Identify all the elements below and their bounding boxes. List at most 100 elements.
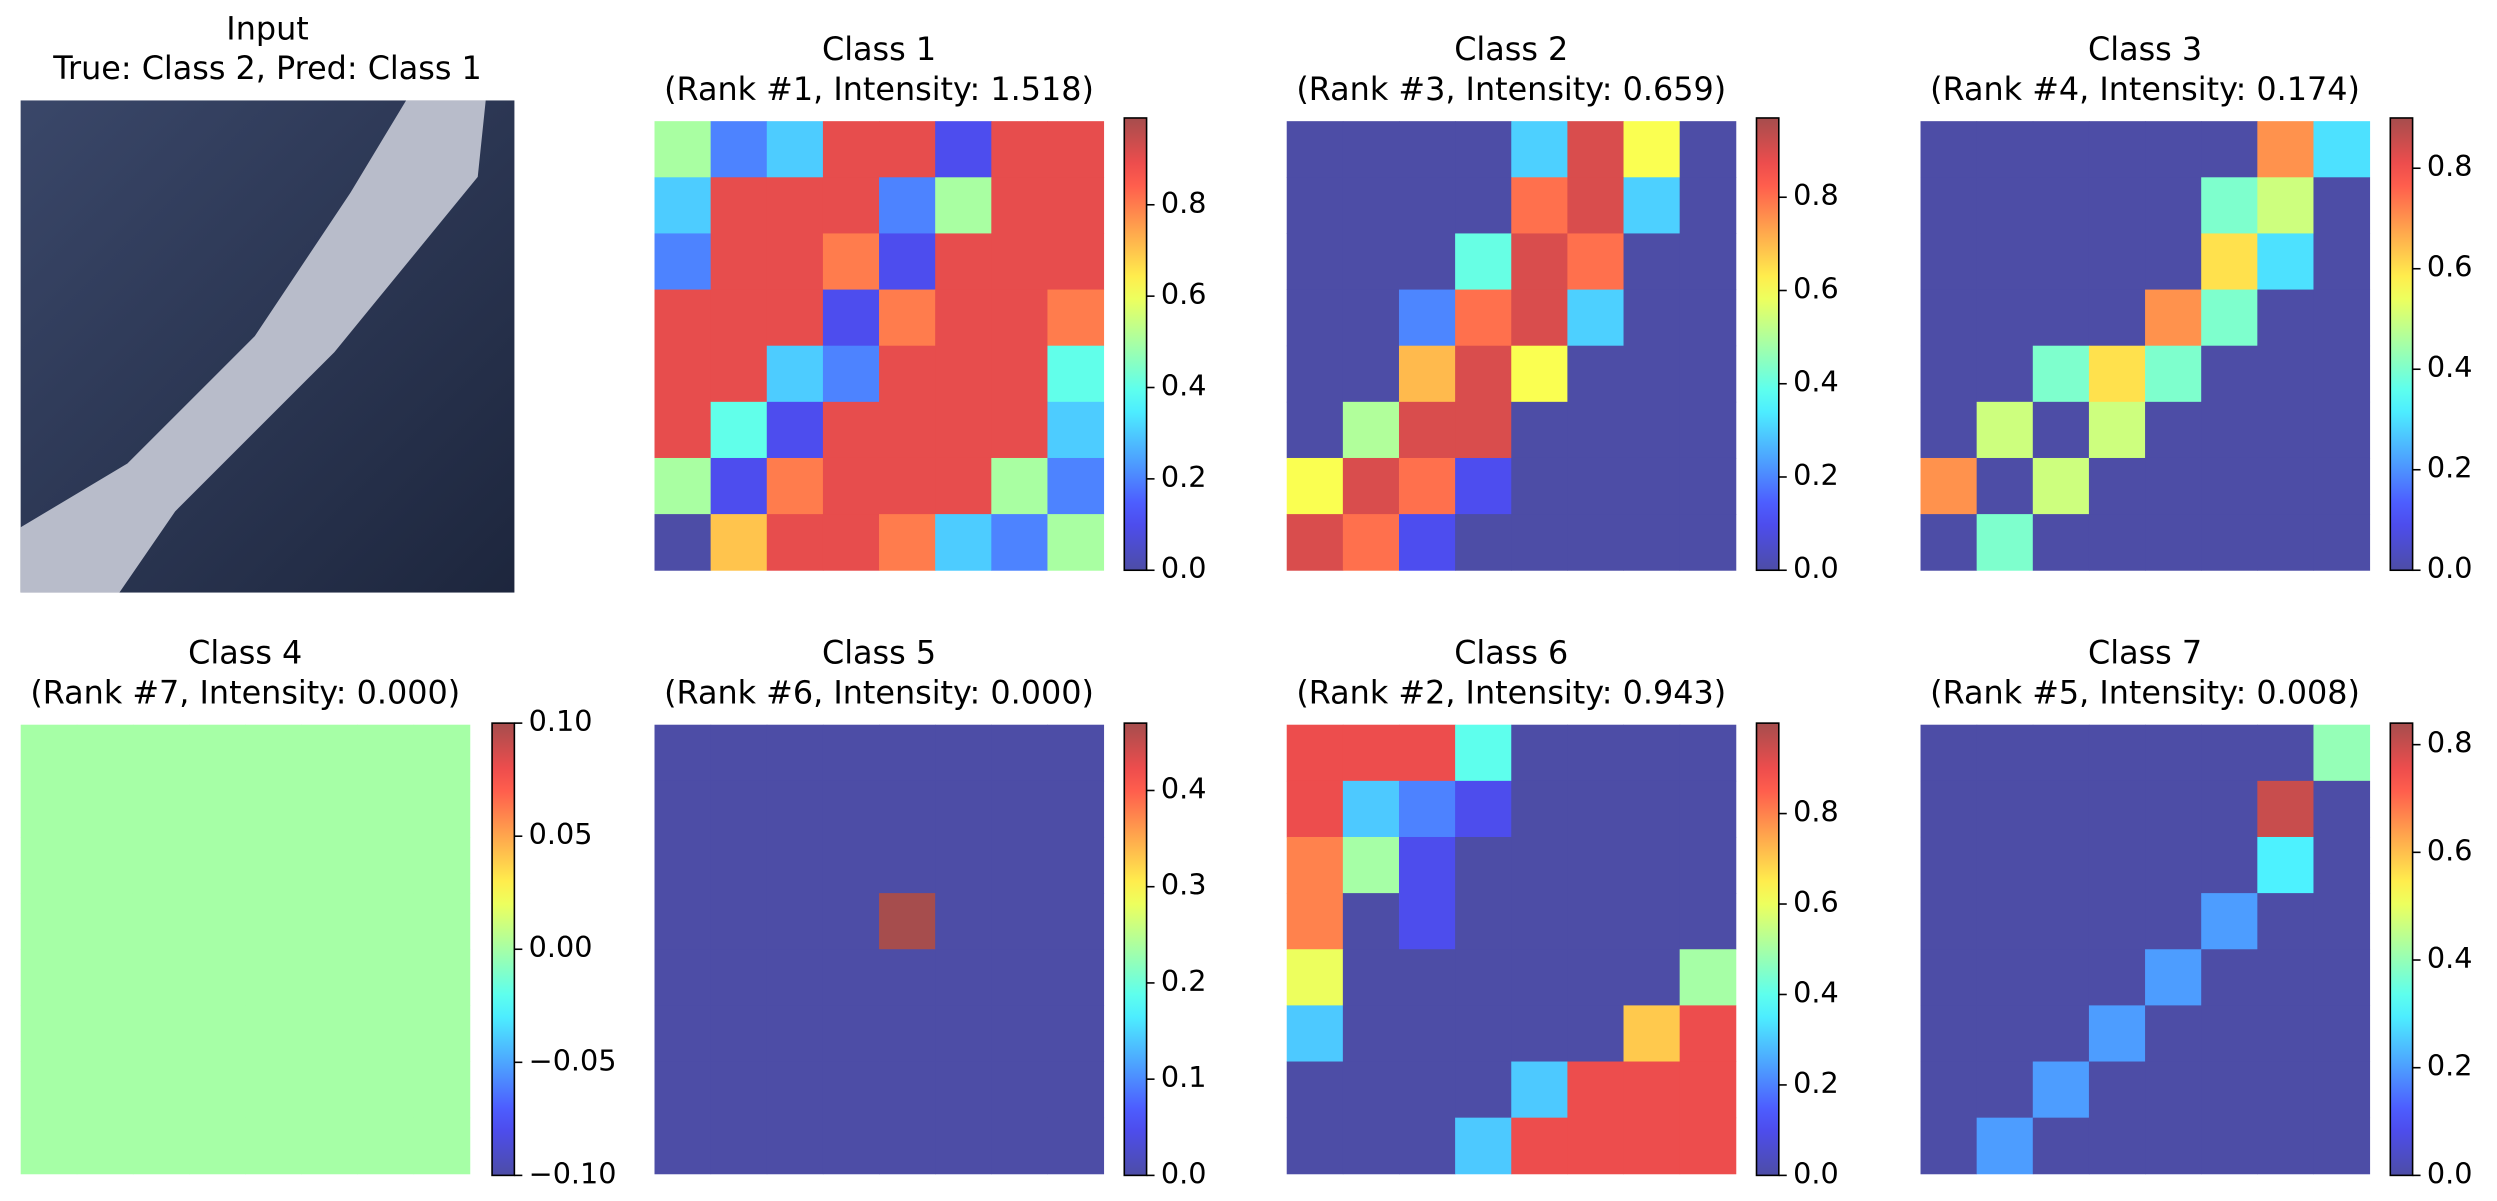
heatmap-cell <box>654 401 712 459</box>
heatmap-cell <box>1455 233 1512 291</box>
colorbar <box>2389 722 2414 1177</box>
heatmap-cell <box>2313 1117 2371 1175</box>
heatmap-cell <box>2313 1061 2371 1119</box>
heatmap-cell <box>991 780 1048 838</box>
heatmap-cell <box>2088 836 2146 894</box>
heatmap-cell <box>1976 724 2034 782</box>
heatmap-cell <box>20 949 78 1006</box>
heatmap-cell <box>1567 177 1625 234</box>
heatmap-cell <box>1398 893 1456 950</box>
heatmap-cell <box>1455 893 1512 950</box>
heatmap-cell <box>189 836 246 894</box>
heatmap-cell <box>1976 401 2034 459</box>
heatmap-cell <box>2257 1117 2314 1175</box>
heatmap-cell <box>654 514 712 571</box>
heatmap-cell <box>1047 345 1105 403</box>
heatmap-cell <box>2257 345 2314 403</box>
heatmap-cell <box>1342 233 1400 291</box>
heatmap-cell <box>1342 836 1400 894</box>
heatmap-cell <box>879 1117 936 1175</box>
heatmap-cell <box>879 401 936 459</box>
heatmap-cell <box>1679 289 1737 347</box>
heatmap-cell <box>879 836 936 894</box>
heatmap-cell <box>710 1061 768 1119</box>
heatmap-cell <box>710 514 768 571</box>
heatmap-cell <box>2257 233 2314 291</box>
colorbar-tick-label: −0.10 <box>529 1156 617 1190</box>
heatmap-cell <box>935 1117 992 1175</box>
heatmap-cell <box>1286 1061 1344 1119</box>
heatmap-cell <box>935 289 992 347</box>
heatmap-cell <box>76 1005 134 1062</box>
heatmap-cell <box>1047 233 1105 291</box>
heatmap-cell <box>357 780 415 838</box>
heatmap-cell <box>766 457 824 515</box>
colorbar-tick-label: 0.4 <box>2427 350 2473 384</box>
heatmap-cell <box>2145 836 2202 894</box>
heatmap-cell <box>1342 289 1400 347</box>
heatmap-cell <box>1342 401 1400 459</box>
heatmap-cell <box>1567 1061 1625 1119</box>
heatmap-cell <box>2257 177 2314 234</box>
heatmap-cell <box>991 514 1048 571</box>
heatmap-cell <box>1920 836 1978 894</box>
heatmap-cell <box>132 836 190 894</box>
heatmap-cell <box>2313 121 2371 178</box>
heatmap-cell <box>1286 514 1344 571</box>
heatmap-cell <box>1342 724 1400 782</box>
heatmap-cell <box>2257 836 2314 894</box>
heatmap-cell <box>2032 1117 2090 1175</box>
heatmap-cell <box>935 1061 992 1119</box>
panel-subtitle: (Rank #6, Intensity: 0.000) <box>664 673 1094 711</box>
heatmap-cell <box>654 121 712 178</box>
heatmap-cell <box>710 1117 768 1175</box>
heatmap-cell <box>2145 949 2202 1006</box>
panel-subtitle: (Rank #3, Intensity: 0.659) <box>1296 70 1726 108</box>
heatmap-cell <box>1342 345 1400 403</box>
heatmap-cell <box>301 780 358 838</box>
colorbar <box>491 722 516 1177</box>
heatmap-cell <box>1342 780 1400 838</box>
heatmap-cell <box>189 893 246 950</box>
heatmap-cell <box>1286 949 1344 1006</box>
heatmap-cell <box>1511 949 1568 1006</box>
heatmap-cell <box>1623 289 1681 347</box>
heatmap-cell <box>1342 514 1400 571</box>
heatmap-cell <box>654 836 712 894</box>
heatmap-cell <box>1398 177 1456 234</box>
heatmap-cell <box>710 780 768 838</box>
heatmap-cell <box>822 289 880 347</box>
heatmap-cell <box>1679 1117 1737 1175</box>
colorbar-tick-label: 0.0 <box>1161 1156 1207 1190</box>
colorbar-tick-label: 0.6 <box>2427 833 2473 867</box>
heatmap-cell <box>245 949 302 1006</box>
heatmap-cell <box>2145 514 2202 571</box>
heatmap-cell <box>1623 949 1681 1006</box>
heatmap-cell <box>1455 514 1512 571</box>
heatmap-cell <box>2201 1061 2258 1119</box>
image-road <box>20 100 486 593</box>
heatmap-cell <box>2257 1061 2314 1119</box>
heatmap-cell <box>189 724 246 782</box>
heatmap-cell <box>1567 457 1625 515</box>
colorbar-tick-label: −0.05 <box>529 1043 617 1077</box>
heatmap-cell <box>654 1061 712 1119</box>
heatmap-cell <box>879 724 936 782</box>
heatmap-cell <box>991 893 1048 950</box>
heatmap-cell <box>357 1117 415 1175</box>
heatmap-cell <box>2088 514 2146 571</box>
heatmap-cell <box>766 780 824 838</box>
heatmap-cell <box>2201 345 2258 403</box>
panel-title: Class 2 <box>1454 30 1568 68</box>
heatmap-cell <box>2032 893 2090 950</box>
heatmap-cell <box>1679 121 1737 178</box>
heatmap-cell <box>413 893 471 950</box>
heatmap-cell <box>2313 177 2371 234</box>
heatmap-cell <box>189 1005 246 1062</box>
colorbar-tick-label: 0.3 <box>1161 868 1207 902</box>
heatmap-cell <box>1920 289 1978 347</box>
heatmap-cell <box>2032 514 2090 571</box>
heatmap-cell <box>654 1005 712 1062</box>
heatmap-cell <box>132 949 190 1006</box>
heatmap-cell <box>935 780 992 838</box>
